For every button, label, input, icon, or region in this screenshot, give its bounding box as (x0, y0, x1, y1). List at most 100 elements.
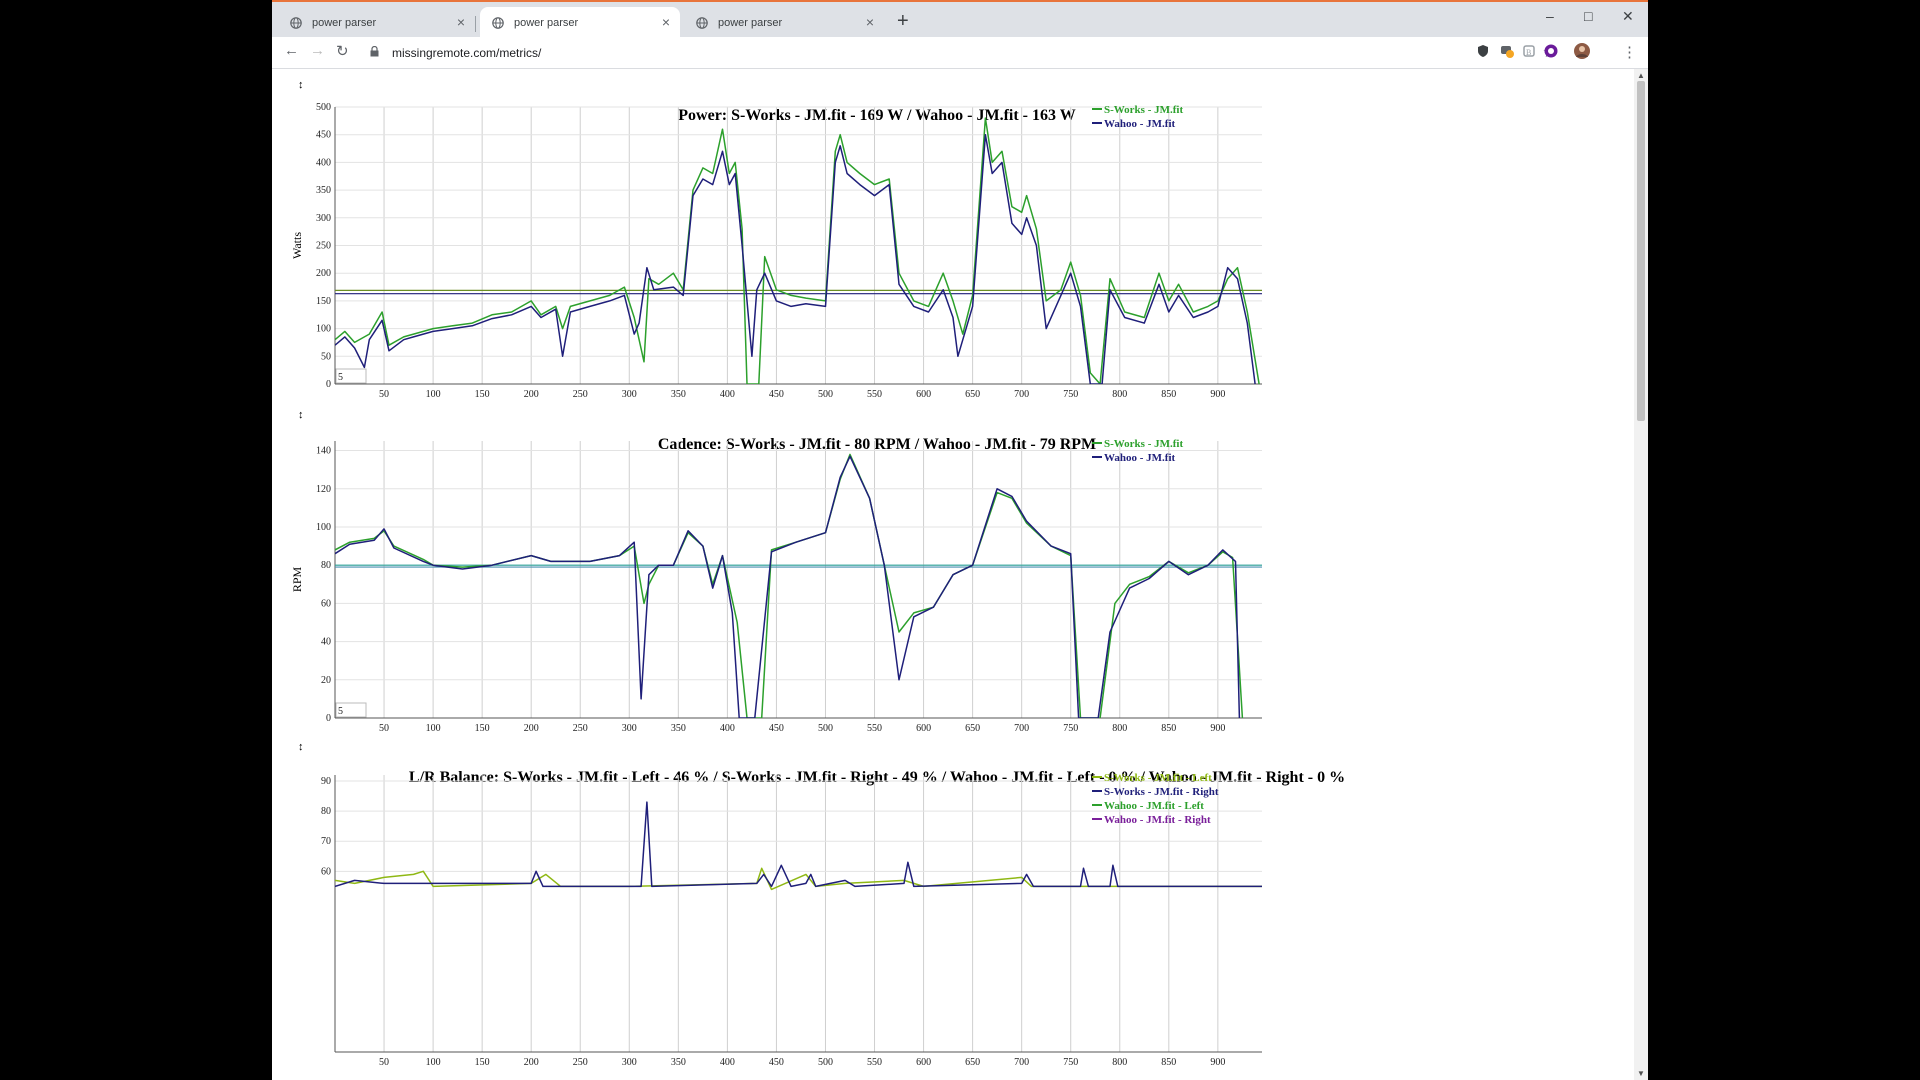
legend-label: S-Works - JM.fit - Right (1104, 786, 1219, 798)
tab-title: power parser (514, 17, 579, 29)
x-tick-label: 150 (475, 389, 490, 400)
close-window-button[interactable]: ✕ (1622, 8, 1634, 24)
legend-label: S-Works - JM.fit (1104, 438, 1183, 450)
x-tick-label: 500 (818, 723, 833, 734)
x-tick-label: 350 (671, 723, 686, 734)
y-tick-label: 450 (316, 130, 331, 141)
x-tick-label: 300 (622, 723, 637, 734)
profile-avatar-icon[interactable] (1574, 43, 1590, 59)
tab-title: power parser (718, 17, 783, 29)
x-tick-label: 150 (475, 723, 490, 734)
scroll-up-icon[interactable]: ▲ (1637, 71, 1645, 80)
tab-strip: power parser × power parser × power pars… (272, 0, 1648, 39)
tab-title: power parser (312, 17, 377, 29)
x-tick-label: 200 (524, 723, 539, 734)
x-tick-label: 600 (916, 1057, 931, 1068)
globe-icon (290, 17, 302, 29)
x-tick-label: 550 (867, 1057, 882, 1068)
reload-button[interactable]: ↻ (336, 43, 349, 60)
x-tick-label: 200 (524, 389, 539, 400)
scrollbar[interactable]: ▲ ▼ (1634, 69, 1648, 1080)
y-axis-label: Watts (290, 232, 304, 259)
smoothing-input (335, 368, 367, 384)
y-tick-label: 70 (321, 836, 331, 847)
x-tick-label: 100 (426, 389, 441, 400)
scrollbar-thumb[interactable] (1637, 81, 1645, 421)
browser-window: power parser × power parser × power pars… (272, 0, 1648, 1080)
back-button[interactable]: ← (284, 42, 299, 59)
x-tick-label: 850 (1161, 1057, 1176, 1068)
x-tick-label: 500 (818, 389, 833, 400)
close-icon[interactable]: × (865, 14, 874, 30)
x-tick-label: 50 (379, 1057, 389, 1068)
close-icon[interactable]: × (456, 14, 465, 30)
minimize-button[interactable]: – (1546, 8, 1554, 24)
y-tick-label: 40 (321, 637, 331, 648)
x-tick-label: 400 (720, 1057, 735, 1068)
tab-1[interactable]: power parser × (278, 7, 475, 39)
y-tick-label: 0 (326, 713, 331, 724)
series-line (335, 455, 1241, 718)
x-tick-label: 600 (916, 723, 931, 734)
series-line (335, 117, 1260, 384)
y-tick-label: 250 (316, 241, 331, 252)
x-tick-label: 150 (475, 1057, 490, 1068)
y-tick-label: 0 (326, 379, 331, 390)
x-tick-label: 350 (671, 389, 686, 400)
new-tab-button[interactable]: + (897, 10, 909, 32)
close-icon[interactable]: × (661, 14, 670, 30)
svg-text:B: B (1526, 48, 1531, 57)
x-tick-label: 350 (671, 1057, 686, 1068)
x-tick-label: 450 (769, 1057, 784, 1068)
x-tick-label: 650 (965, 1057, 980, 1068)
tab-3[interactable]: power parser × (684, 7, 884, 39)
tab-2-active[interactable]: power parser × (480, 7, 680, 39)
drag-handle-icon[interactable]: ↕ (298, 79, 304, 91)
shield-extension-icon[interactable] (1476, 44, 1490, 58)
cadence-chart: 50 100 150 200 250 300 350 400 450 500 550 600 650 70… (290, 438, 1262, 734)
purple-extension-icon[interactable] (1544, 44, 1558, 58)
legend-label: S-Works - JM.fit (1104, 104, 1183, 116)
y-tick-label: 400 (316, 157, 331, 168)
x-tick-label: 600 (916, 389, 931, 400)
y-tick-label: 80 (321, 806, 331, 817)
power-chart: 50 100 150 200 250 300 350 400 450 500 550 600 650 70… (290, 102, 1262, 400)
x-tick-label: 850 (1161, 723, 1176, 734)
maximize-button[interactable]: □ (1584, 8, 1593, 24)
smoothing-value: 5 (338, 706, 343, 717)
x-tick-label: 250 (573, 723, 588, 734)
x-tick-label: 400 (720, 723, 735, 734)
menu-icon[interactable]: ⋮ (1622, 44, 1637, 61)
x-tick-label: 50 (379, 389, 389, 400)
x-tick-label: 250 (573, 1057, 588, 1068)
x-tick-label: 300 (622, 389, 637, 400)
x-tick-label: 650 (965, 389, 980, 400)
y-tick-label: 80 (321, 560, 331, 571)
y-tick-label: 90 (321, 776, 331, 787)
x-tick-label: 700 (1014, 723, 1029, 734)
y-tick-label: 150 (316, 296, 331, 307)
scroll-down-icon[interactable]: ▼ (1637, 1069, 1645, 1078)
x-tick-label: 700 (1014, 1057, 1029, 1068)
forward-button[interactable]: → (310, 42, 325, 59)
x-tick-label: 200 (524, 1057, 539, 1068)
extension-badge-icon[interactable] (1500, 44, 1514, 58)
x-tick-label: 300 (622, 1057, 637, 1068)
address-bar[interactable]: missingremote.com/metrics/ ☆ (360, 40, 1566, 66)
x-tick-label: 550 (867, 723, 882, 734)
x-tick-label: 800 (1112, 723, 1127, 734)
y-tick-label: 140 (316, 446, 331, 457)
page-content: ↕ Power: S-Works - JM.fit - 169 W / Waho… (272, 69, 1634, 1080)
y-tick-label: 300 (316, 213, 331, 224)
chart-title: Cadence: S-Works - JM.fit - 80 RPM / Wah… (657, 436, 1097, 453)
legend-label: Wahoo - JM.fit (1104, 452, 1176, 464)
x-tick-label: 100 (426, 723, 441, 734)
x-tick-label: 900 (1210, 1057, 1225, 1068)
x-tick-label: 650 (965, 723, 980, 734)
drag-handle-icon[interactable]: ↕ (298, 741, 304, 753)
drag-handle-icon[interactable]: ↕ (298, 409, 304, 421)
y-tick-label: 350 (316, 185, 331, 196)
x-tick-label: 50 (379, 723, 389, 734)
globe-icon (696, 17, 708, 29)
reader-extension-icon[interactable]: B (1522, 44, 1536, 58)
